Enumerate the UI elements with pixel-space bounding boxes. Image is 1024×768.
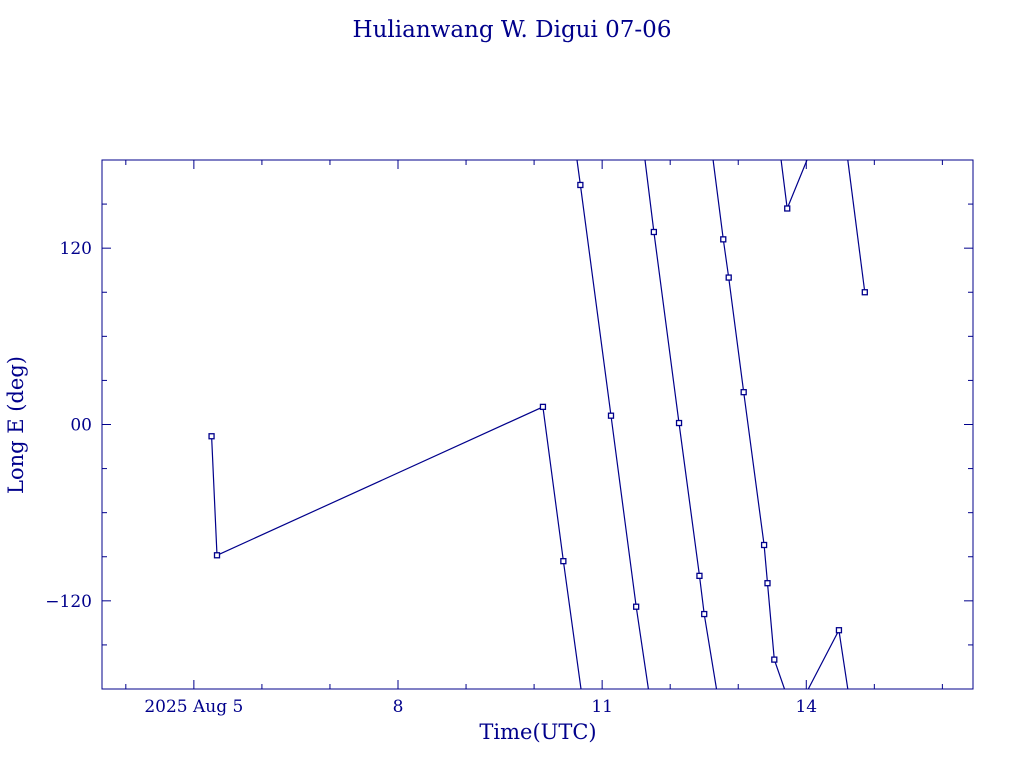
series-line [712,160,786,689]
x-tick-label: 8 [393,697,404,717]
y-tick-labels: −120 00 120 [45,239,92,612]
series-lines [211,160,866,689]
series-line [807,628,849,689]
data-point-marker [539,403,547,411]
x-tick-label: 14 [795,697,817,717]
x-axis-label: Time(UTC) [479,720,596,744]
x-tick-label: 2025 Aug 5 [144,697,243,717]
data-point-marker [675,419,683,427]
data-point-marker [560,558,567,565]
data-point-marker [633,603,640,610]
x-tick-label: 11 [591,697,613,717]
series-line [644,160,718,689]
plot-frame [101,159,974,690]
data-point-marker [740,389,747,396]
series-line [847,160,866,293]
data-point-marker [720,236,727,243]
y-axis-label: Long E (deg) [4,356,28,494]
y-tick-label: −120 [45,592,92,612]
data-point-marker [701,610,708,618]
series-line [780,160,808,211]
data-point-marker [607,412,615,419]
series-line [211,406,582,689]
data-point-marker [650,228,658,236]
data-point-marker [725,274,732,281]
data-point-marker [835,627,843,634]
data-point-marker [696,572,703,580]
data-point-marker [861,289,868,296]
data-point-marker [208,433,215,440]
y-tick-label: 00 [70,416,92,436]
series-markers [208,181,868,663]
axis-ticks [102,160,973,689]
data-point-marker [760,541,768,549]
chart-title: Hulianwang W. Digui 07-06 [353,17,672,43]
x-tick-labels: 2025 Aug 5 8 11 14 [144,697,817,717]
data-point-marker [577,181,584,189]
y-tick-label: 120 [60,239,92,259]
data-point-marker [771,656,778,663]
data-point-marker [213,552,221,559]
data-point-marker [784,205,791,212]
data-point-marker [764,580,771,587]
